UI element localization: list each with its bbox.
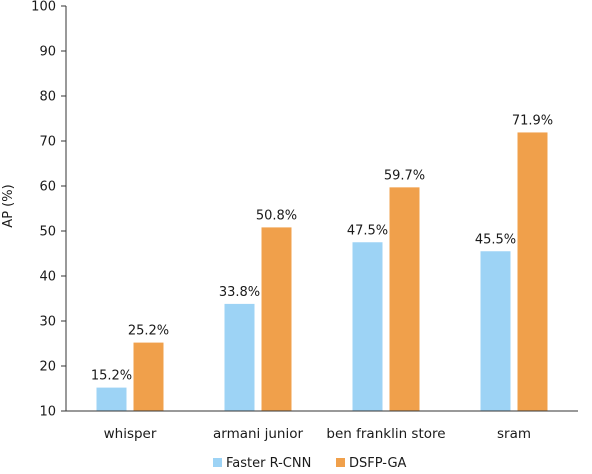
x-category-label: armani junior — [213, 426, 303, 442]
x-category-label: sram — [497, 426, 531, 442]
y-tick-label: 20 — [39, 360, 56, 375]
y-tick-label: 100 — [31, 0, 56, 15]
legend: Faster R-CNN DSFP-GA — [213, 456, 407, 471]
legend-label: Faster R-CNN — [226, 456, 311, 471]
x-category-label: whisper — [104, 426, 157, 442]
y-tick-label: 40 — [39, 270, 56, 285]
y-tick-label: 30 — [39, 315, 56, 330]
y-tick-label: 80 — [39, 90, 56, 105]
bar-faster-r-cnn-sram — [480, 251, 511, 411]
y-tick-label: 50 — [39, 225, 56, 240]
bar-dsfp-ga-ben-franklin-store — [389, 187, 420, 411]
data-label: 15.2% — [91, 369, 132, 384]
bars — [96, 132, 548, 411]
y-tick-label: 60 — [39, 180, 56, 195]
data-label: 25.2% — [128, 324, 169, 339]
legend-label: DSFP-GA — [349, 456, 407, 471]
data-label: 47.5% — [347, 223, 388, 238]
bar-faster-r-cnn-whisper — [96, 387, 127, 411]
bar-dsfp-ga-armani-junior — [261, 227, 292, 411]
y-tick-label: 10 — [39, 405, 56, 420]
x-category-label: ben franklin store — [326, 426, 445, 442]
y-tick-label: 70 — [39, 135, 56, 150]
bar-faster-r-cnn-armani-junior — [224, 303, 255, 411]
bar-dsfp-ga-sram — [517, 132, 548, 411]
y-axis-title: AP (%) — [1, 184, 16, 227]
bar-faster-r-cnn-ben-franklin-store — [352, 242, 383, 411]
data-label: 59.7% — [384, 168, 425, 183]
y-axis-ticks: 10 20 30 40 50 60 70 80 90 100 — [31, 0, 66, 420]
data-label: 71.9% — [512, 113, 553, 128]
x-axis-labels: whisper armani junior ben franklin store sr… — [104, 426, 531, 442]
data-label: 45.5% — [475, 232, 516, 247]
legend-swatch — [213, 458, 222, 467]
legend-swatch — [336, 458, 345, 467]
y-tick-label: 90 — [39, 45, 56, 60]
data-labels: 15.2% 25.2% 33.8% 50.8% 47.5% 59.7% 45.5% 71.9% — [91, 113, 553, 383]
data-label: 33.8% — [219, 285, 260, 300]
data-label: 50.8% — [256, 208, 297, 223]
bar-dsfp-ga-whisper — [133, 342, 164, 411]
